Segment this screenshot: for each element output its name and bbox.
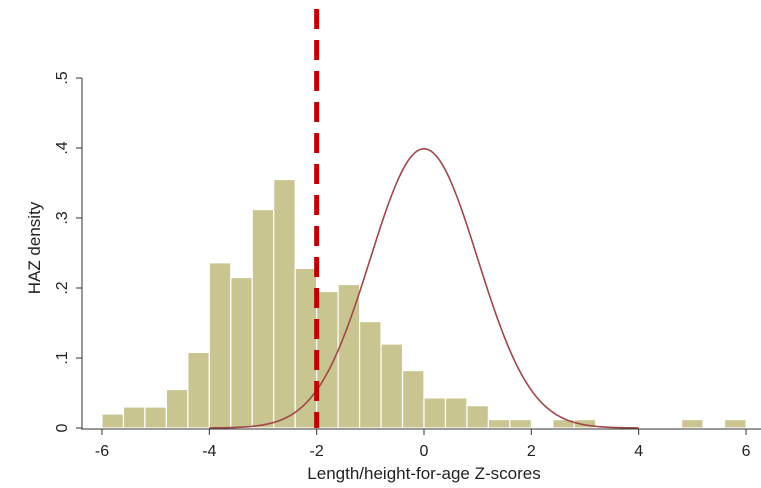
x-tick-label: -4 bbox=[202, 443, 216, 460]
histogram-bar bbox=[187, 351, 210, 429]
histogram-bar bbox=[444, 397, 468, 429]
histogram-bar bbox=[316, 290, 339, 429]
histogram-bar bbox=[681, 419, 704, 429]
histogram-bar bbox=[487, 419, 511, 429]
normal-reference-curve bbox=[209, 147, 639, 429]
y-tick-label: 0 bbox=[54, 423, 71, 432]
x-tick-label: 0 bbox=[420, 443, 429, 460]
x-tick-label: -2 bbox=[310, 443, 324, 460]
histogram-bar bbox=[273, 178, 296, 429]
histogram-bar bbox=[509, 419, 532, 429]
histogram-bar bbox=[208, 262, 232, 429]
histogram-bar bbox=[144, 406, 167, 429]
histogram-bar bbox=[573, 419, 597, 429]
histogram-bar bbox=[401, 370, 425, 429]
histogram-bar bbox=[358, 321, 382, 429]
histogram-bar bbox=[380, 343, 404, 429]
histogram-bar bbox=[423, 397, 447, 429]
histogram-bar bbox=[466, 405, 490, 429]
histogram-bar bbox=[723, 419, 747, 429]
histogram-bar bbox=[122, 406, 146, 429]
x-axis-title: Length/height-for-age Z-scores bbox=[307, 464, 540, 483]
histogram-bar bbox=[101, 413, 125, 429]
y-tick-label: .5 bbox=[54, 71, 71, 84]
y-tick-label: .4 bbox=[54, 141, 71, 154]
histogram-bars bbox=[101, 178, 747, 429]
x-axis-ticks: -6 -4 -2 0 2 4 6 bbox=[95, 429, 751, 460]
x-tick-label: 2 bbox=[527, 443, 536, 460]
x-tick-label: 4 bbox=[634, 443, 643, 460]
y-axis-title: HAZ density bbox=[25, 201, 44, 294]
histogram-bar bbox=[230, 276, 253, 429]
axes: -6 -4 -2 0 2 4 6 0 .1 .2 .3 .4 .5 bbox=[54, 71, 761, 460]
y-axis-ticks: 0 .1 .2 .3 .4 .5 bbox=[54, 71, 82, 432]
x-tick-label: 6 bbox=[742, 443, 751, 460]
y-tick-label: .3 bbox=[54, 211, 71, 224]
histogram-bar bbox=[337, 283, 361, 429]
y-tick-label: .2 bbox=[54, 281, 71, 294]
y-tick-label: .1 bbox=[54, 351, 71, 364]
x-tick-label: -6 bbox=[95, 443, 109, 460]
histogram-bar bbox=[251, 209, 275, 429]
histogram-bar bbox=[165, 388, 189, 429]
